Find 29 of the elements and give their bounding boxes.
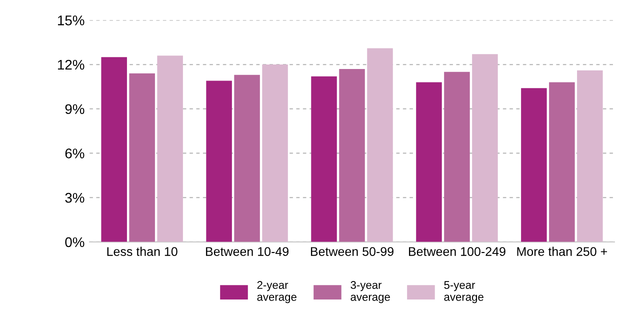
bar — [367, 48, 393, 242]
x-tick-label: Between 100-249 — [408, 247, 506, 256]
y-tick-label: 15% — [58, 16, 84, 26]
bar — [262, 64, 288, 242]
y-tick-label: 9% — [65, 104, 84, 114]
x-tick-label: Between 50-99 — [310, 247, 394, 256]
bar — [206, 80, 232, 242]
bar — [101, 57, 127, 242]
y-tick-label: 12% — [58, 60, 84, 70]
x-tick-label: More than 250 + — [517, 246, 607, 256]
bar — [129, 73, 155, 242]
y-tick-label: 0% — [65, 237, 84, 248]
y-tick-label: 6% — [65, 148, 84, 158]
bar — [472, 54, 498, 242]
bar — [339, 68, 365, 242]
bar — [577, 70, 603, 242]
bar — [311, 76, 337, 242]
x-tick-label: Between 10-49 — [206, 247, 288, 256]
bar — [521, 88, 547, 242]
bar — [416, 82, 442, 242]
y-tick-label: 3% — [65, 192, 84, 203]
legend-label: 5-year average — [444, 281, 484, 304]
legend-label: 2-year average — [257, 281, 296, 304]
x-tick-label: Less than 10 — [107, 246, 178, 256]
bar — [234, 74, 260, 242]
bar — [549, 82, 575, 242]
legend-label: 3-year average — [350, 281, 390, 304]
bar — [444, 72, 470, 242]
bar — [157, 56, 183, 242]
